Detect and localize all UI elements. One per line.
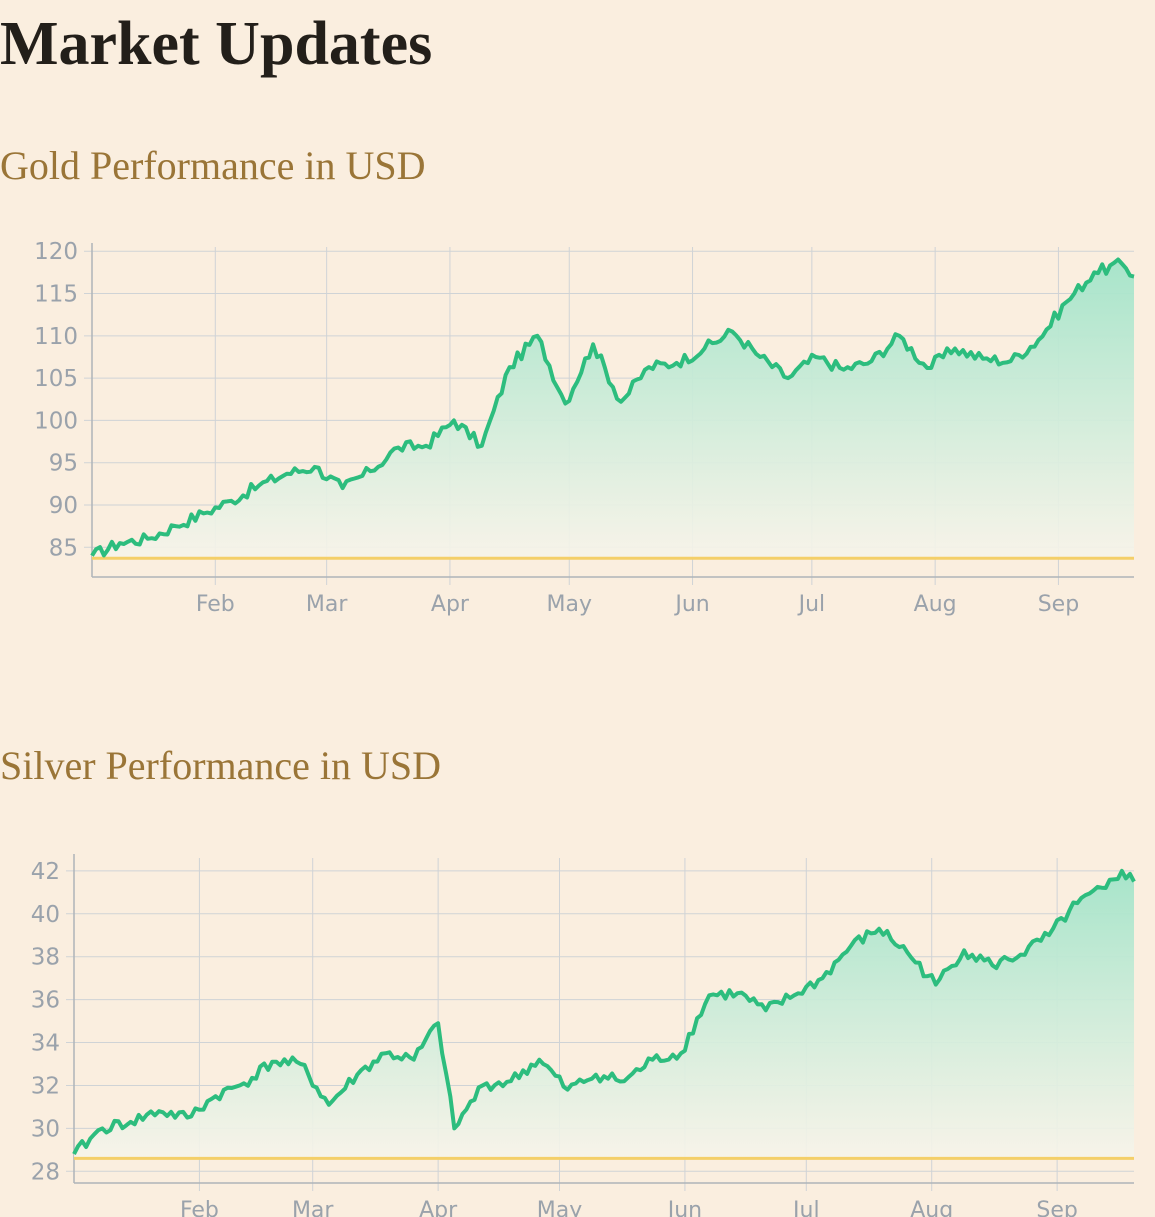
data-point — [905, 950, 909, 954]
data-point — [452, 1126, 456, 1130]
gold-section-title: Gold Performance in USD — [0, 143, 426, 188]
data-point — [849, 944, 853, 948]
series-line — [90, 257, 1135, 558]
x-tick-label: Apr — [431, 592, 470, 617]
data-point — [736, 991, 740, 995]
series-line — [72, 868, 1136, 1156]
data-point — [412, 1058, 416, 1062]
data-point — [270, 1060, 274, 1064]
x-tick-label: Feb — [196, 592, 235, 617]
data-point — [764, 1008, 768, 1012]
y-tick-label: 90 — [49, 493, 78, 519]
data-point — [537, 1058, 541, 1062]
data-point — [436, 1021, 440, 1025]
data-point — [481, 1083, 485, 1087]
x-tick-label: Feb — [180, 1198, 219, 1217]
data-point — [1075, 901, 1079, 905]
x-tick-label: Apr — [419, 1198, 458, 1217]
data-point — [214, 1094, 218, 1098]
data-point — [622, 1079, 626, 1083]
y-tick-label: 36 — [31, 988, 60, 1014]
x-tick-label: Jul — [797, 592, 826, 617]
data-point — [327, 1103, 331, 1107]
data-point — [962, 948, 966, 952]
data-point — [1047, 933, 1051, 937]
data-point — [355, 1073, 359, 1077]
data-point — [990, 963, 994, 967]
data-point — [792, 993, 796, 997]
x-tick-label: Aug — [910, 1198, 953, 1217]
y-tick-label: 30 — [31, 1116, 60, 1142]
x-tick-label: Jun — [666, 1198, 702, 1217]
y-tick-label: 100 — [34, 408, 78, 434]
series-area — [92, 259, 1134, 559]
data-point — [509, 1079, 513, 1083]
y-tick-label: 32 — [31, 1073, 60, 1099]
data-point — [129, 1120, 133, 1124]
x-tick-label: Sep — [1036, 1198, 1077, 1217]
y-tick-label: 105 — [34, 366, 78, 392]
data-point — [1104, 886, 1108, 890]
x-tick-label: May — [547, 592, 592, 617]
data-point — [185, 1116, 189, 1120]
data-point — [384, 1051, 388, 1055]
data-point — [72, 1152, 76, 1156]
data-point — [1132, 880, 1136, 884]
silver-section-title: Silver Performance in USD — [0, 743, 442, 788]
x-tick-label: Mar — [306, 592, 348, 617]
data-point — [679, 1051, 683, 1055]
data-point — [1120, 869, 1124, 873]
y-tick-label: 95 — [49, 451, 78, 477]
x-tick-label: Jun — [673, 592, 709, 617]
data-point — [299, 1062, 303, 1066]
series-area — [74, 870, 1134, 1159]
x-tick-label: Jul — [791, 1198, 820, 1217]
y-tick-label: 42 — [31, 859, 60, 885]
y-tick-label: 110 — [34, 324, 78, 350]
y-tick-label: 120 — [34, 239, 78, 265]
x-tick-label: Sep — [1038, 592, 1079, 617]
y-tick-label: 38 — [31, 945, 60, 971]
x-tick-label: Aug — [914, 592, 957, 617]
y-tick-label: 40 — [31, 902, 60, 928]
data-point — [100, 1126, 104, 1130]
data-point — [1019, 953, 1023, 957]
y-tick-label: 34 — [31, 1031, 60, 1057]
y-tick-label: 28 — [31, 1159, 60, 1185]
data-point — [594, 1073, 598, 1077]
data-point — [820, 976, 824, 980]
x-tick-label: May — [537, 1198, 582, 1217]
page-title: Market Updates — [0, 10, 433, 78]
data-point — [157, 1109, 161, 1113]
x-tick-label: Mar — [292, 1198, 334, 1217]
y-tick-label: 85 — [49, 535, 78, 561]
y-tick-label: 115 — [34, 282, 78, 308]
data-point — [651, 1058, 655, 1062]
data-point — [242, 1081, 246, 1085]
data-point — [566, 1088, 570, 1092]
data-point — [934, 983, 938, 987]
data-point — [707, 993, 711, 997]
data-point — [877, 927, 881, 931]
